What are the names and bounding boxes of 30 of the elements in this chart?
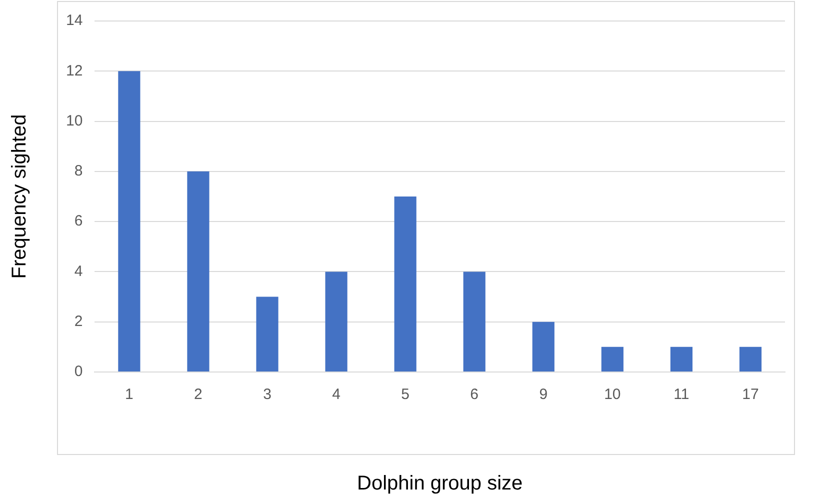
x-tick-label: 11	[674, 386, 690, 404]
y-tick-label: 4	[74, 262, 83, 280]
bar	[256, 296, 278, 372]
bar	[532, 322, 554, 372]
bar	[601, 346, 624, 372]
bar	[670, 346, 692, 372]
bar	[325, 272, 348, 372]
y-tick-label: 0	[74, 363, 83, 380]
bar	[739, 346, 762, 372]
x-tick-label: 2	[194, 386, 202, 404]
y-tick-label: 6	[74, 212, 83, 230]
x-axis-title: Dolphin group size	[357, 472, 523, 495]
bar	[118, 71, 140, 372]
x-tick-label: 17	[742, 386, 759, 404]
x-tick-label: 9	[539, 386, 548, 404]
y-tick-label: 12	[66, 62, 83, 80]
x-tick-label: 10	[604, 386, 621, 404]
x-tick-label: 3	[263, 386, 272, 404]
bar	[394, 196, 416, 372]
bar	[463, 272, 486, 372]
x-tick-label: 6	[470, 386, 479, 404]
y-tick-label: 2	[74, 313, 83, 330]
y-tick-label: 14	[66, 12, 83, 30]
x-tick-label: 4	[332, 386, 340, 404]
y-axis-title: Frequency sighted	[8, 114, 31, 279]
x-tick-label: 1	[125, 386, 134, 404]
x-tick-label: 5	[401, 386, 410, 404]
y-tick-label: 10	[66, 112, 83, 130]
y-tick-label: 8	[74, 162, 83, 180]
bar	[187, 171, 210, 372]
